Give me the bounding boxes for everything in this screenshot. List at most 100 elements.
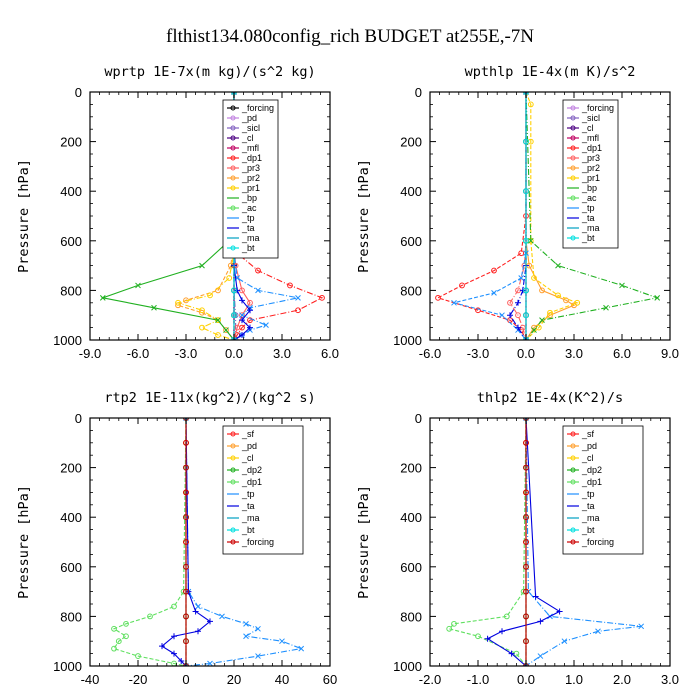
- legend: _sf _pd _cl _dp2 _dp1 _tp _ta _ma _bt _forcing: [222, 425, 304, 555]
- data-point: [295, 307, 301, 314]
- data-point: [171, 603, 177, 610]
- data-point: [135, 282, 141, 289]
- data-point: [199, 262, 205, 269]
- y-tick-label: 1000: [393, 659, 422, 674]
- legend-box: [222, 425, 304, 555]
- data-point: [523, 188, 529, 195]
- data-point: [231, 287, 237, 294]
- x-tick-label: 3.0: [273, 346, 291, 361]
- data-point: [547, 309, 553, 316]
- series-group: [111, 418, 305, 666]
- figure-title: flthist134.080config_rich BUDGET at255E,…: [166, 26, 534, 47]
- legend-label: _ta: [241, 223, 255, 233]
- data-point: [219, 613, 225, 620]
- y-axis-label: Pressure [hPa]: [16, 485, 32, 599]
- legend-marker: [570, 479, 576, 485]
- legend-label: _pd: [241, 441, 257, 451]
- legend-label: _ac: [581, 193, 597, 203]
- data-point: [638, 623, 645, 630]
- data-point: [515, 299, 521, 306]
- panel-2: wpthlp 1E-4x(m K)/s^2 Pressure [hPa] -6.0 -…: [356, 64, 679, 361]
- data-point: [515, 324, 521, 331]
- legend-label: _bt: [581, 233, 595, 243]
- panel-title: wprtp 1E-7x(m kg)/(s^2 kg): [104, 64, 315, 80]
- legend-marker: [570, 105, 576, 111]
- x-tick-label: 6.0: [613, 346, 631, 361]
- x-tick-label: 0.0: [517, 346, 535, 361]
- x-tick-label: 0.0: [225, 346, 243, 361]
- data-point: [555, 262, 561, 269]
- data-point: [523, 138, 529, 145]
- legend-marker: [230, 431, 236, 437]
- series-group: [446, 418, 645, 666]
- legend-marker: [570, 539, 576, 545]
- x-tick-label: 3.0: [565, 346, 583, 361]
- data-point: [532, 593, 539, 600]
- data-point: [319, 294, 325, 301]
- legend-label: _mfl: [581, 133, 599, 143]
- legend-label: _ma: [581, 513, 600, 523]
- legend-marker: [230, 245, 236, 251]
- data-point: [199, 324, 205, 331]
- data-point: [207, 292, 213, 299]
- legend-label: _forcing: [581, 537, 614, 547]
- x-tick-label: -9.0: [79, 346, 101, 361]
- data-point: [171, 633, 177, 640]
- y-tick-label: 0: [75, 411, 82, 426]
- y-tick-label: 600: [60, 234, 82, 249]
- data-point: [555, 292, 561, 299]
- data-point: [247, 317, 253, 324]
- legend-marker: [230, 479, 236, 485]
- data-point: [195, 628, 201, 635]
- legend-label: _forcing: [581, 103, 614, 113]
- legend-label: _ma: [241, 233, 260, 243]
- panel-4: thlp2 1E-4x(K^2)/s Pressure [hPa] -2.0 -1.0…: [356, 390, 679, 687]
- data-point: [215, 317, 221, 324]
- data-point: [287, 282, 293, 289]
- legend-marker: [570, 115, 576, 121]
- data-point: [183, 588, 189, 595]
- data-point: [239, 317, 245, 324]
- series-line: [100, 92, 235, 340]
- legend-label: _bt: [241, 243, 255, 253]
- data-point: [523, 489, 529, 496]
- data-point: [183, 464, 189, 471]
- data-point: [508, 650, 515, 657]
- data-point: [183, 638, 189, 645]
- data-point: [518, 275, 525, 281]
- legend-label: _tp: [581, 203, 595, 213]
- legend-label: _dp1: [241, 477, 262, 487]
- y-axis-label: Pressure [hPa]: [356, 159, 372, 273]
- legend-marker: [570, 125, 576, 131]
- x-tick-label: 9.0: [661, 346, 679, 361]
- legend-label: _ta: [581, 501, 595, 511]
- data-point: [523, 514, 529, 521]
- series-line: [112, 418, 187, 666]
- data-point: [595, 628, 601, 635]
- legend-label: _dp1: [241, 153, 262, 163]
- series-group: [99, 92, 325, 340]
- data-point: [255, 267, 261, 274]
- y-tick-label: 0: [415, 411, 422, 426]
- data-point: [523, 613, 529, 620]
- y-tick-label: 800: [400, 283, 422, 298]
- x-tick-label: 0: [182, 672, 189, 687]
- data-point: [515, 312, 521, 319]
- x-tick-label: 20: [227, 672, 241, 687]
- panel-title: thlp2 1E-4x(K^2)/s: [477, 390, 623, 406]
- data-point: [499, 312, 505, 319]
- data-point: [192, 608, 199, 615]
- data-point: [183, 514, 189, 521]
- data-point: [247, 324, 253, 331]
- data-point: [503, 613, 510, 620]
- legend-label: _tp: [241, 489, 255, 499]
- x-tick-label: 60: [323, 672, 337, 687]
- data-point: [523, 439, 529, 446]
- data-point: [183, 563, 189, 570]
- legend-label: _sf: [581, 429, 595, 439]
- y-tick-label: 800: [60, 609, 82, 624]
- legend-marker: [230, 145, 236, 151]
- legend-marker: [570, 455, 576, 461]
- data-point: [561, 638, 568, 645]
